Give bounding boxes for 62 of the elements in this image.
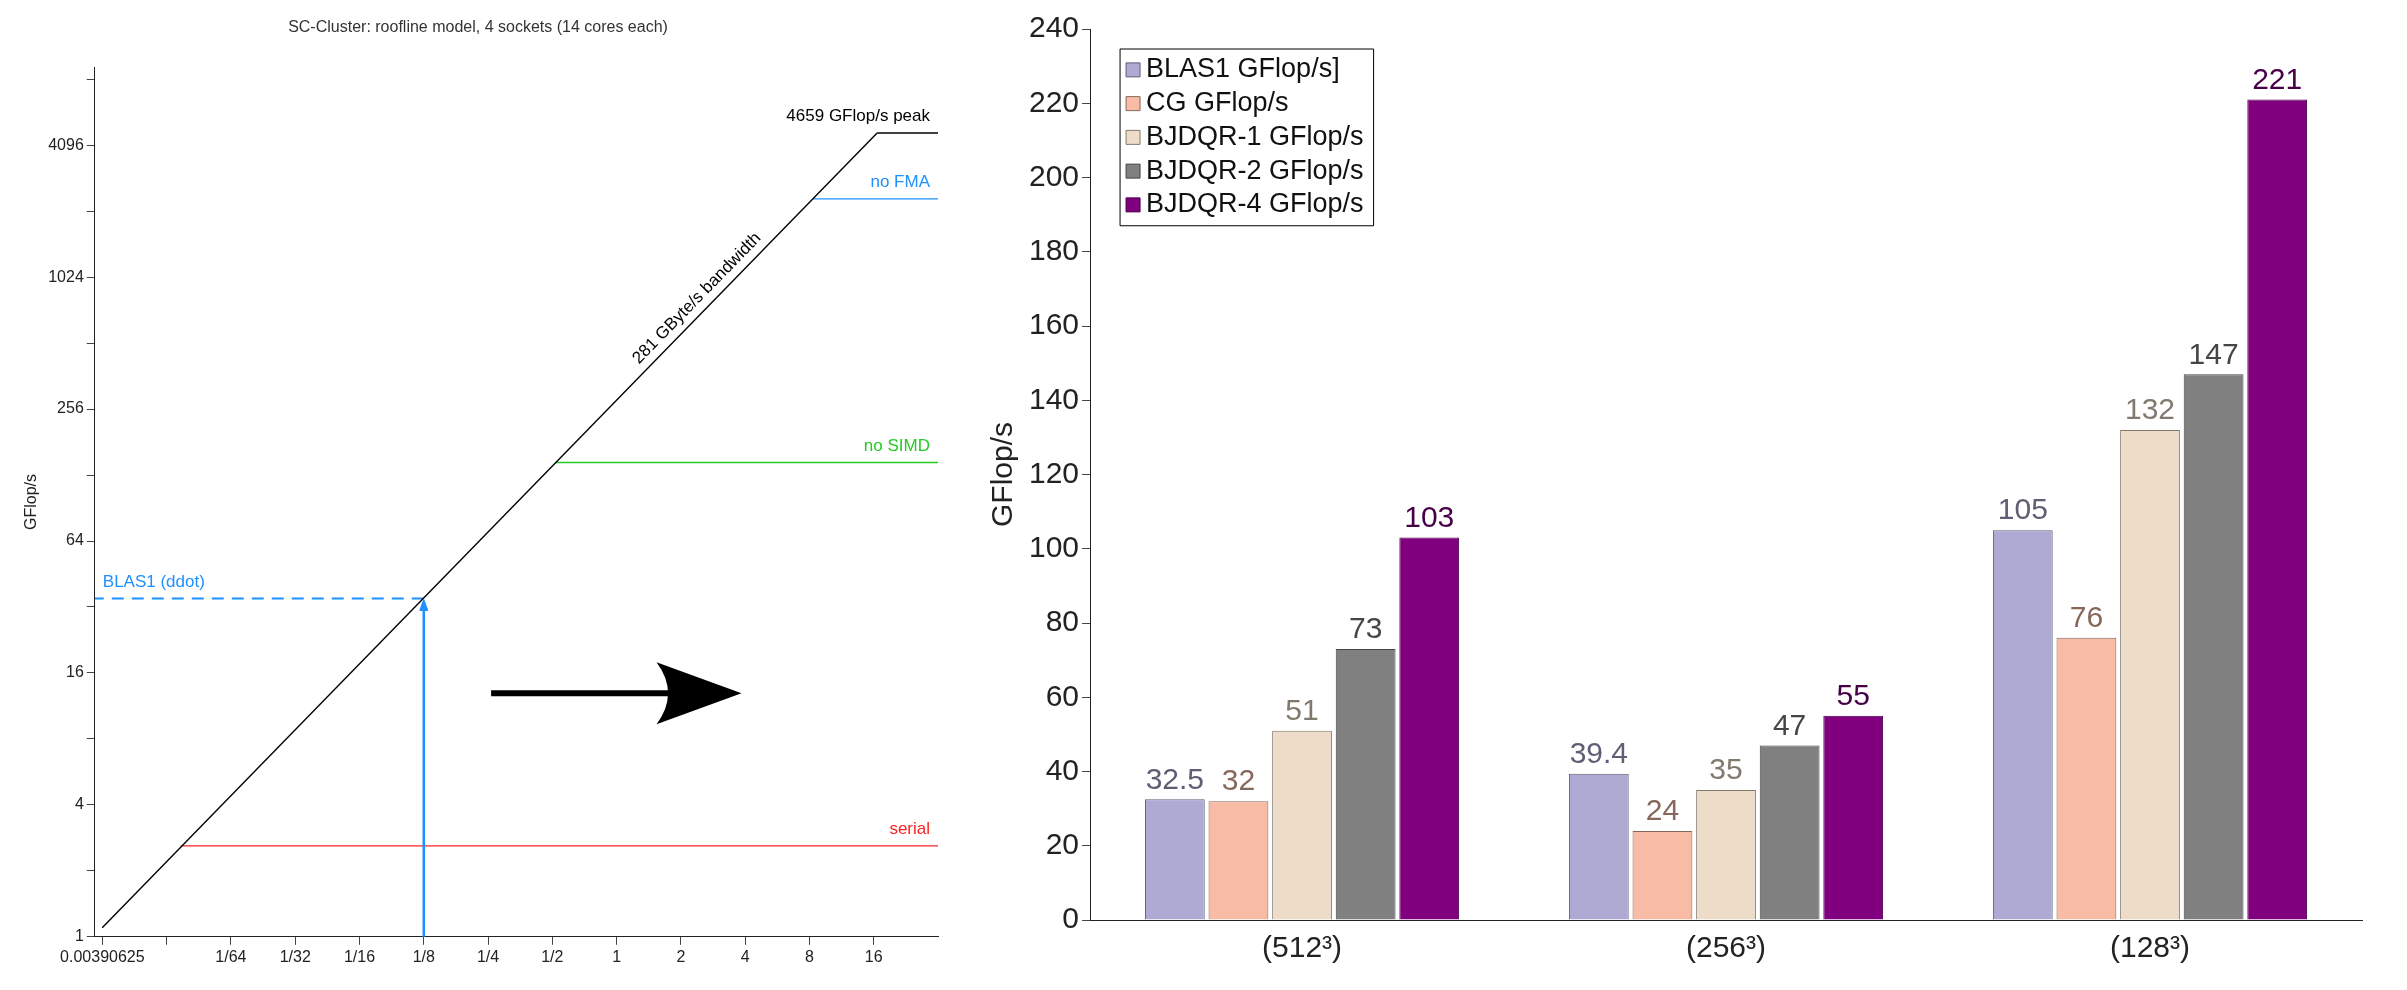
legend-label: BJDQR-2 GFlop/s [1146, 154, 1364, 185]
series-label: 4659 GFlop/s peak [786, 106, 931, 126]
legend-label: BJDQR-4 GFlop/s [1146, 188, 1364, 219]
legend-label: BLAS1 GFlop/s] [1146, 53, 1340, 84]
y-tick-label: 140 [1028, 381, 1080, 415]
y-tick-label: 120 [1028, 455, 1080, 489]
y-tick-label: 256 [57, 399, 84, 417]
y-tick-label: 40 [1045, 752, 1080, 786]
x-tick-label: (512³) [1262, 930, 1343, 964]
x-tick-label: (256³) [1686, 930, 1767, 964]
data-label: 221 [2252, 61, 2303, 95]
y-tick-label: 4 [74, 795, 84, 813]
y-tick-label: 180 [1028, 233, 1080, 267]
x-tick-label: 1 [612, 947, 622, 965]
series-label: BLAS1 (ddot) [102, 571, 205, 591]
chart-title: SC-Cluster: roofline model, 4 sockets (14 cores each) [288, 18, 668, 36]
series-label: serial [889, 819, 930, 839]
y-tick-label: 220 [1028, 84, 1080, 118]
x-tick-label: 1/16 [343, 947, 376, 965]
x-tick-label: 1/2 [541, 947, 564, 965]
x-tick-label: 0.00390625 [60, 947, 145, 965]
y-tick-label: 60 [1045, 678, 1080, 712]
y-tick-label: 16 [66, 663, 84, 681]
x-tick-label: 4 [740, 947, 750, 965]
data-label: 47 [1772, 707, 1807, 741]
data-label: 105 [1997, 492, 2048, 526]
x-tick-label: 1/8 [412, 947, 435, 965]
y-axis-title: GFlop/s [985, 421, 1019, 528]
y-tick-label: 0 [1062, 901, 1080, 935]
x-tick-label: 16 [864, 947, 883, 965]
data-label: 132 [2124, 392, 2176, 426]
x-tick-label: (128³) [2109, 930, 2191, 964]
data-label: 32 [1221, 763, 1256, 797]
data-label: 147 [2188, 336, 2239, 370]
data-label: 103 [1404, 499, 1455, 533]
data-label: 24 [1645, 793, 1680, 827]
y-tick-label: 1024 [48, 267, 84, 285]
legend-label: BJDQR-1 GFlop/s [1146, 120, 1364, 151]
data-label: 35 [1709, 752, 1743, 786]
y-tick-label: 64 [66, 531, 84, 549]
data-label: 51 [1285, 692, 1319, 726]
y-tick-label: 240 [1028, 10, 1080, 44]
y-tick-label: 200 [1028, 158, 1080, 192]
y-tick-label: 80 [1045, 604, 1080, 638]
data-label: 32.5 [1145, 761, 1205, 795]
y-tick-label: 100 [1028, 530, 1080, 564]
data-label: 39.4 [1569, 735, 1629, 769]
legend-label: CG GFlop/s [1146, 87, 1289, 118]
y-tick-label: 20 [1045, 827, 1080, 861]
data-label: 73 [1348, 611, 1383, 645]
series-label: no SIMD [863, 435, 930, 455]
x-tick-label: 1/32 [279, 947, 311, 965]
x-tick-label: 2 [676, 947, 686, 965]
series-label: no FMA [870, 172, 931, 192]
data-label: 55 [1836, 678, 1870, 712]
y-tick-label: 160 [1028, 307, 1080, 341]
x-tick-label: 8 [804, 947, 814, 965]
x-tick-label: 1/64 [215, 947, 247, 965]
y-axis-title: GFlop/s [22, 473, 40, 531]
x-tick-label: 1/4 [476, 947, 500, 965]
data-label: 76 [2069, 600, 2104, 634]
y-tick-label: 4096 [48, 135, 84, 153]
